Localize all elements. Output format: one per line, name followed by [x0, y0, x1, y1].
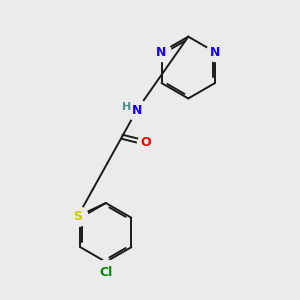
Text: N: N: [210, 46, 220, 59]
Text: H: H: [122, 102, 131, 112]
Text: N: N: [156, 46, 167, 59]
Text: O: O: [140, 136, 151, 149]
Text: Cl: Cl: [99, 266, 112, 279]
Text: S: S: [74, 210, 82, 223]
Text: N: N: [132, 104, 142, 117]
